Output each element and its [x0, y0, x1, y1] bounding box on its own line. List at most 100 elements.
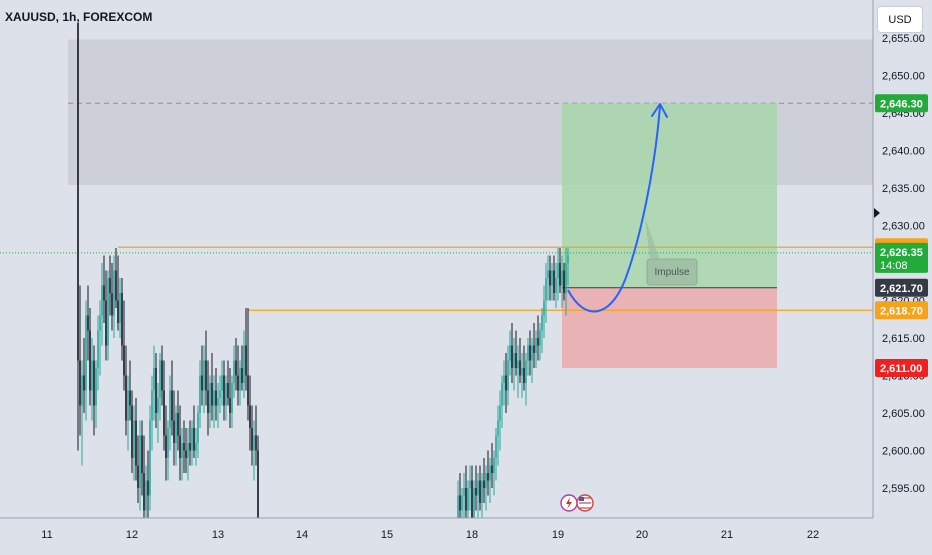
- impulse-callout-pointer: [645, 218, 660, 260]
- candle-body: [161, 360, 163, 391]
- time-tick-label: 13: [212, 529, 224, 541]
- candle-body: [189, 443, 191, 451]
- candle-body: [555, 278, 557, 293]
- candle-body: [507, 360, 509, 391]
- candle-body: [183, 443, 185, 451]
- candle-body: [517, 360, 519, 368]
- candle-body: [153, 368, 155, 391]
- candle-body: [237, 375, 239, 391]
- overlay-layer: Impulse: [560, 103, 698, 512]
- candle-body: [535, 338, 537, 353]
- candle-body: [195, 443, 197, 451]
- stop-price-label: 2,611.00: [880, 363, 922, 375]
- price-tick-label: 2,655.00: [882, 33, 925, 45]
- price-axis[interactable]: 2,595.002,600.002,605.002,610.002,615.00…: [872, 0, 932, 550]
- zones-layer: [68, 39, 873, 368]
- candle-body: [209, 383, 211, 413]
- candle-body: [249, 405, 251, 428]
- target-price-label: 2,646.30: [880, 98, 923, 110]
- candle-body: [85, 315, 87, 391]
- candle-body: [463, 488, 465, 496]
- candle-body: [123, 345, 125, 376]
- currency-button[interactable]: USD: [877, 6, 923, 33]
- price-tick-label: 2,600.00: [882, 446, 925, 458]
- candle-body: [251, 428, 253, 451]
- time-tick-label: 19: [552, 529, 564, 541]
- candle-body: [513, 353, 515, 368]
- candle-body: [221, 375, 223, 391]
- candle-body: [165, 435, 167, 458]
- candle-body: [211, 383, 213, 406]
- candle-body: [233, 360, 235, 383]
- candle-body: [147, 480, 149, 496]
- candle-body: [97, 330, 99, 368]
- candle-body: [241, 368, 243, 383]
- candle-body: [167, 428, 169, 458]
- price-tick-label: 2,615.00: [882, 333, 925, 345]
- candle-body: [151, 390, 153, 421]
- candle-body: [477, 480, 479, 496]
- candle-body: [103, 285, 105, 301]
- time-axis-panel: [0, 518, 932, 550]
- price-tick-label: 2,605.00: [882, 408, 925, 420]
- candle-body: [113, 270, 115, 316]
- time-tick-label: 20: [636, 529, 648, 541]
- support-price-badge: [875, 301, 928, 320]
- candle-body: [469, 480, 471, 488]
- candle-body: [559, 263, 561, 286]
- candle-body: [491, 465, 493, 473]
- time-axis[interactable]: 11 12 13 14 15 18 19 20 21 22: [0, 517, 932, 550]
- current-price-label: 2,626.35: [880, 247, 923, 259]
- candle-body: [473, 488, 475, 518]
- candle-body: [471, 480, 473, 518]
- candle-body: [185, 450, 187, 458]
- target-zone: [562, 103, 777, 288]
- candle-body: [199, 375, 201, 413]
- candle-body: [91, 360, 93, 391]
- candle-body: [515, 353, 517, 368]
- candle-body: [497, 420, 499, 436]
- candle-body: [127, 390, 129, 421]
- candle-body: [475, 488, 477, 496]
- candle-body: [179, 435, 181, 458]
- candle-body: [235, 360, 237, 376]
- time-tick-label: 12: [126, 529, 138, 541]
- candle-body: [553, 270, 555, 293]
- candle-body: [509, 345, 511, 361]
- candle-body: [503, 375, 505, 383]
- candle-body: [149, 420, 151, 496]
- stop-price-badge: [875, 359, 928, 377]
- candle-body: [215, 390, 217, 406]
- candle-body: [125, 375, 127, 421]
- candle-body: [511, 345, 513, 368]
- candle-body: [457, 495, 459, 518]
- candle-body: [175, 413, 177, 443]
- candle-body: [519, 360, 521, 376]
- candle-body: [137, 465, 139, 488]
- price-axis-panel: [873, 0, 932, 550]
- candle-body: [253, 435, 255, 451]
- candle-body: [95, 368, 97, 406]
- candle-body: [495, 435, 497, 458]
- candle-body: [223, 375, 225, 406]
- candle-body: [155, 368, 157, 413]
- lines-layer: [0, 246, 873, 311]
- impulse-label: Impulse: [654, 267, 689, 278]
- candle-body: [525, 360, 527, 383]
- candle-body: [141, 435, 143, 473]
- entry-price-badge: [875, 278, 928, 297]
- candle-body: [243, 345, 245, 383]
- candle-body: [521, 368, 523, 376]
- candle-body: [459, 495, 461, 511]
- candle-body: [531, 345, 533, 361]
- support-price-label: 2,618.70: [880, 305, 923, 317]
- time-tick-label: 11: [41, 529, 52, 541]
- candle-body: [541, 315, 543, 331]
- candle-body: [107, 278, 109, 346]
- current-price-countdown: 14:08: [880, 260, 908, 272]
- candle-body: [163, 390, 165, 436]
- candle-body: [501, 383, 503, 406]
- candle-body: [99, 315, 101, 331]
